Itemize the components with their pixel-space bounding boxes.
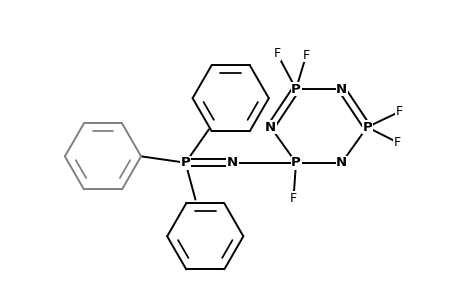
Text: N: N	[336, 82, 347, 95]
Text: F: F	[273, 47, 280, 60]
Text: F: F	[395, 105, 402, 119]
Text: N: N	[226, 156, 238, 169]
Text: N: N	[336, 156, 347, 169]
Text: P: P	[362, 121, 371, 134]
Text: F: F	[289, 192, 297, 205]
Text: P: P	[291, 82, 300, 95]
Text: N: N	[264, 121, 275, 134]
Text: F: F	[393, 136, 400, 149]
Text: P: P	[291, 156, 300, 169]
Text: F: F	[302, 49, 309, 62]
Text: P: P	[180, 156, 190, 169]
